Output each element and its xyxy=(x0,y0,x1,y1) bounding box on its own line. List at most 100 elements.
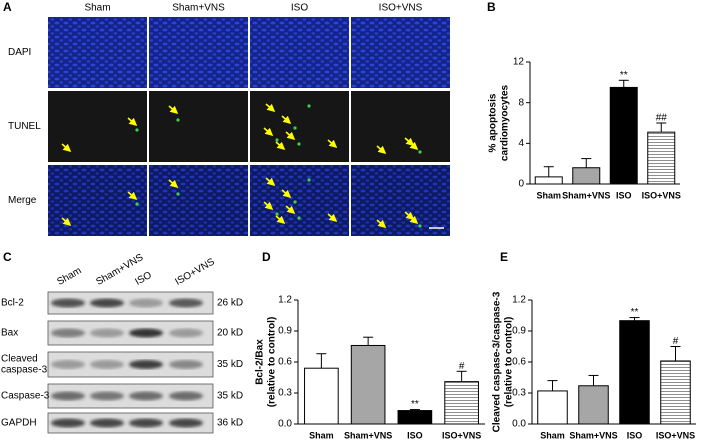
blot-size-label: 35 kD xyxy=(217,391,243,402)
y-axis-label: (relative to control) xyxy=(267,317,278,408)
micrograph xyxy=(48,17,147,88)
blot-band xyxy=(90,391,124,401)
blot-band xyxy=(51,328,85,338)
y-axis-label: Cleaved caspase-3/caspase-3 xyxy=(492,291,503,432)
blot-band xyxy=(129,360,163,369)
blot-band xyxy=(90,360,124,369)
blot-row-label: Bax xyxy=(1,328,18,339)
row-label: Merge xyxy=(8,195,37,206)
x-tick-label: ISO xyxy=(627,430,643,440)
tunel-signal xyxy=(275,138,279,142)
x-tick-label: Sham+VNS xyxy=(569,430,617,440)
blot-band xyxy=(129,328,163,338)
bar xyxy=(647,131,676,185)
arrow xyxy=(61,217,72,227)
blot-band xyxy=(169,360,203,369)
y-axis-label: Bcl-2/Bax xyxy=(255,339,266,385)
column-label: Sham xyxy=(84,3,110,14)
bar xyxy=(537,390,568,425)
blot-row-label: GAPDH xyxy=(1,418,37,429)
column-label: ISO xyxy=(291,3,308,14)
y-tick-label: 0.0 xyxy=(278,419,292,430)
significance-label: ## xyxy=(656,113,668,124)
significance-label: ** xyxy=(631,307,639,318)
significance-label: # xyxy=(459,361,465,372)
blot-row-label: Cleaved xyxy=(1,354,38,365)
lane-label: Sham xyxy=(55,265,83,288)
blot-band xyxy=(90,418,124,428)
tunel-signal xyxy=(293,126,297,130)
micrograph xyxy=(149,165,248,236)
x-tick-label: ISO+VNS xyxy=(642,190,681,200)
tunel-signal xyxy=(135,128,139,132)
y-tick-label: 12 xyxy=(513,57,525,68)
y-tick-label: 0 xyxy=(518,179,524,190)
tunel-signal xyxy=(176,192,180,196)
blot-band xyxy=(51,391,85,401)
x-tick-label: Sham xyxy=(540,430,565,440)
arrow xyxy=(265,177,276,187)
blot-row-label: caspase-3 xyxy=(1,365,48,376)
blot-band xyxy=(169,328,203,338)
tunel-signal xyxy=(418,150,422,154)
blot-band xyxy=(51,418,85,428)
y-tick-label: 4 xyxy=(518,138,524,149)
y-axis-label: cardiomyocytes xyxy=(500,84,511,161)
panel-label: A xyxy=(3,0,12,14)
blot-band xyxy=(51,360,85,369)
bar xyxy=(350,344,386,425)
bar xyxy=(304,367,339,425)
arrow xyxy=(275,141,286,151)
arrow xyxy=(168,179,179,189)
blot-size-label: 20 kD xyxy=(217,328,243,339)
y-tick-label: 0.3 xyxy=(278,388,292,399)
x-tick-label: Sham xyxy=(536,190,561,200)
x-tick-label: ISO xyxy=(407,430,423,440)
micrograph xyxy=(149,17,248,88)
micrograph xyxy=(250,91,349,162)
y-tick-label: 0.6 xyxy=(278,357,292,368)
blot-row-label: Bcl-2 xyxy=(1,298,24,309)
tunel-signal xyxy=(297,216,301,220)
row-label: TUNEL xyxy=(8,121,41,132)
tunel-signal xyxy=(418,224,422,228)
bar xyxy=(534,176,563,185)
micrograph xyxy=(351,17,450,88)
micrograph xyxy=(351,165,450,236)
arrow xyxy=(376,219,387,229)
significance-label: # xyxy=(673,336,679,347)
x-tick-label: ISO xyxy=(616,190,632,200)
blot-band xyxy=(90,298,124,308)
x-tick-label: Sham xyxy=(309,430,334,440)
y-axis-label: (relative to control) xyxy=(504,317,515,408)
micrograph xyxy=(149,91,248,162)
arrow xyxy=(127,117,138,127)
micrograph xyxy=(351,91,450,162)
arrow xyxy=(408,215,419,225)
tunel-signal xyxy=(176,118,180,122)
y-axis-label: % apoptosis xyxy=(488,93,499,152)
arrow xyxy=(281,115,292,125)
blot-band xyxy=(129,418,163,428)
arrow xyxy=(263,127,274,137)
blot-size-label: 35 kD xyxy=(217,359,243,370)
blot-band xyxy=(169,418,203,428)
arrow xyxy=(275,215,286,225)
arrow xyxy=(327,213,338,223)
arrow xyxy=(408,141,419,151)
micrograph xyxy=(250,165,349,236)
arrow xyxy=(327,139,338,149)
blot-row-label: Caspase-3 xyxy=(1,391,50,402)
arrow xyxy=(285,131,296,141)
bar xyxy=(609,86,638,185)
tunel-signal xyxy=(307,104,311,108)
y-tick-label: 0.3 xyxy=(512,388,526,399)
lane-label: ISO xyxy=(133,270,154,288)
blot-band xyxy=(169,298,203,308)
bar xyxy=(572,167,601,185)
y-tick-label: 1.2 xyxy=(278,295,292,306)
blot-band xyxy=(169,391,203,401)
bar xyxy=(660,360,691,425)
blot-band xyxy=(129,391,163,401)
